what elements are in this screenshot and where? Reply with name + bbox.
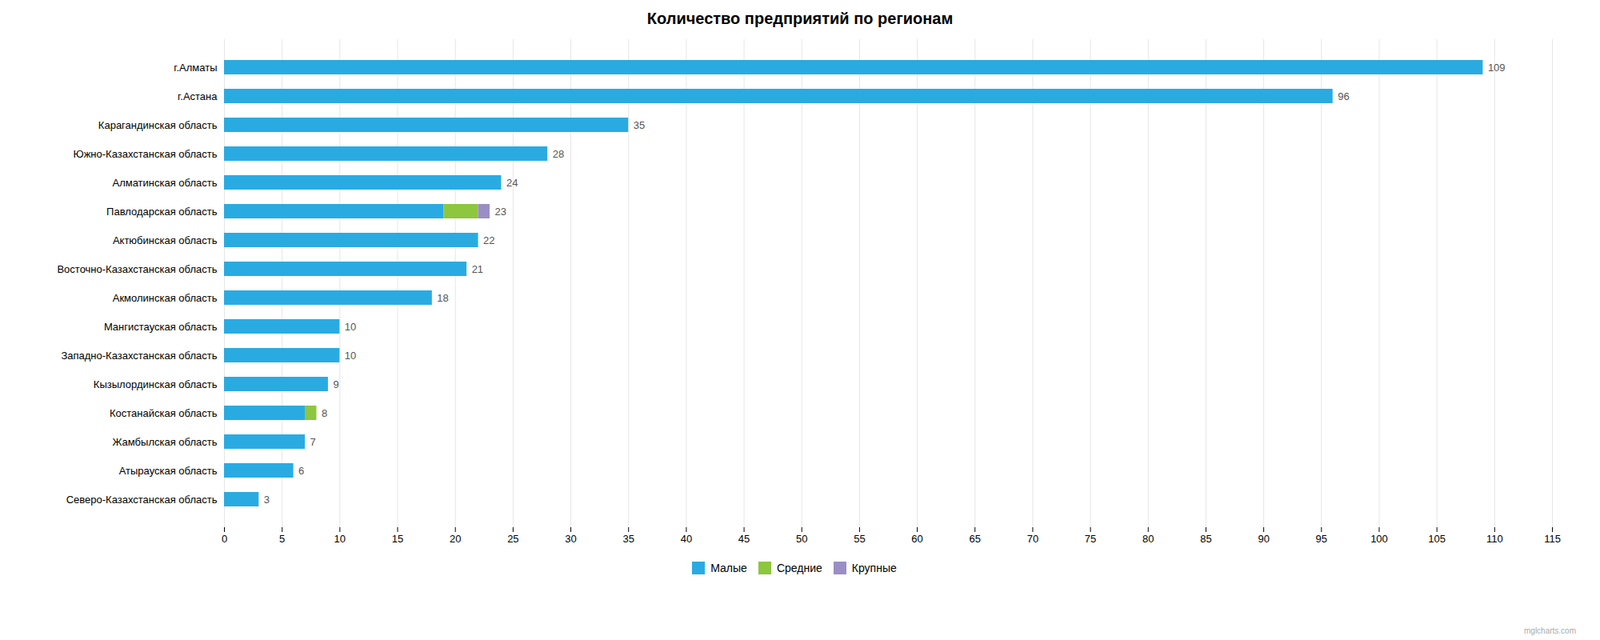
html-text:Крупные: Крупные	[851, 561, 897, 574]
svg-text:23: 23	[495, 205, 507, 218]
svg-text:Восточно-Казахстанская область: Восточно-Казахстанская область	[56, 263, 217, 276]
svg-text:Карагандинская область: Карагандинская область	[98, 119, 218, 132]
svg-text:21: 21	[472, 263, 484, 276]
svg-text:Северо-Казахстанская область: Северо-Казахстанская область	[66, 493, 218, 506]
html-text:Малые: Малые	[710, 561, 748, 574]
svg-text:60: 60	[911, 532, 923, 545]
svg-text:25: 25	[507, 532, 519, 545]
svg-text:28: 28	[552, 148, 564, 160]
svg-text:Алматинская область: Алматинская область	[112, 176, 217, 189]
svg-text:110: 110	[1486, 532, 1504, 545]
svg-text:65: 65	[969, 532, 981, 545]
svg-text:Актюбинская область: Актюбинская область	[112, 234, 218, 247]
svg-text:109: 109	[1488, 61, 1506, 74]
svg-text:24: 24	[506, 176, 518, 189]
svg-text:96: 96	[1337, 90, 1349, 103]
svg-text:Южно-Казахстанская область: Южно-Казахстанская область	[73, 148, 218, 160]
svg-text:20: 20	[449, 532, 461, 545]
svg-text:5: 5	[279, 532, 285, 545]
svg-text:Павлодарская область: Павлодарская область	[106, 205, 218, 218]
svg-text:18: 18	[436, 292, 448, 304]
svg-text:70: 70	[1027, 532, 1039, 545]
svg-text:55: 55	[853, 532, 865, 545]
svg-text:85: 85	[1200, 532, 1212, 545]
svg-text:22: 22	[483, 234, 495, 247]
svg-text:Атырауская область: Атырауская область	[119, 464, 218, 477]
svg-text:15: 15	[392, 532, 404, 545]
svg-text:45: 45	[738, 532, 750, 545]
svg-text:Костанайская область: Костанайская область	[109, 407, 218, 420]
svg-text:115: 115	[1544, 532, 1561, 545]
svg-text:10: 10	[344, 320, 356, 333]
svg-text:50: 50	[796, 532, 808, 545]
svg-text:35: 35	[633, 119, 645, 132]
svg-text:100: 100	[1370, 532, 1388, 545]
svg-text:0: 0	[221, 532, 228, 545]
svg-text:105: 105	[1428, 532, 1446, 545]
html-text:Количество предприятий по реги: Количество предприятий по регионам	[647, 9, 953, 28]
svg-text:Жамбылская область: Жамбылская область	[112, 436, 217, 448]
svg-text:90: 90	[1257, 532, 1269, 545]
svg-text:30: 30	[564, 532, 576, 545]
svg-text:10: 10	[334, 532, 346, 545]
svg-text:Мангистауская область: Мангистауская область	[104, 320, 218, 333]
svg-text:Кызылординская область: Кызылординская область	[93, 378, 218, 391]
svg-text:3: 3	[264, 493, 270, 506]
svg-text:г.Алматы: г.Алматы	[173, 61, 217, 74]
svg-text:Акмолинская область: Акмолинская область	[112, 292, 218, 304]
svg-text:95: 95	[1316, 532, 1328, 545]
svg-text:40: 40	[680, 532, 692, 545]
html-text:Средние: Средние	[776, 561, 823, 574]
html-text:mglcharts.com: mglcharts.com	[1524, 626, 1576, 636]
svg-text:6: 6	[298, 464, 304, 477]
svg-text:9: 9	[332, 378, 339, 391]
svg-text:Западно-Казахстанская область: Западно-Казахстанская область	[60, 349, 217, 362]
svg-text:8: 8	[321, 407, 328, 420]
svg-text:г.Астана: г.Астана	[177, 90, 218, 103]
svg-text:75: 75	[1084, 532, 1096, 545]
svg-text:80: 80	[1142, 532, 1154, 545]
svg-text:7: 7	[310, 436, 316, 448]
svg-text:35: 35	[622, 532, 634, 545]
svg-text:10: 10	[344, 349, 356, 362]
